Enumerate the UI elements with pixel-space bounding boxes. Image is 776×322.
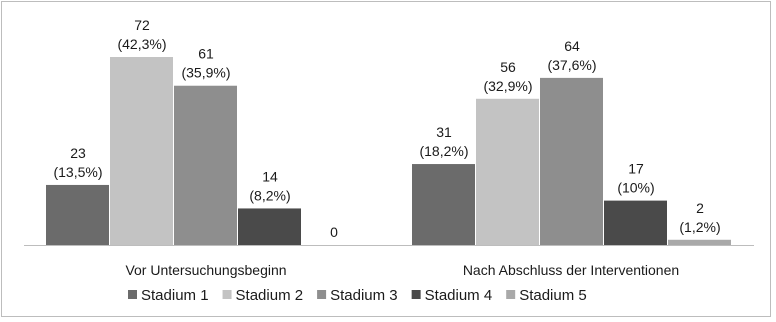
legend-label-4: Stadium 4 — [425, 287, 493, 304]
legend-item-2: Stadium 2 — [222, 287, 304, 304]
data-label-3-1: 61 (35,9%) — [181, 46, 230, 81]
legend-item-3: Stadium 3 — [317, 287, 398, 304]
data-label-2-2: 56 (32,9%) — [483, 59, 532, 94]
data-label-5-2: 2 (1,2%) — [679, 200, 720, 235]
legend-label-2: Stadium 2 — [236, 287, 304, 304]
bar-4-1 — [238, 208, 301, 245]
bar-3-1 — [174, 85, 237, 245]
data-label-1-2: 31 (18,2%) — [419, 124, 468, 159]
bar-2-2 — [476, 98, 539, 246]
data-label-1-1: 23 (13,5%) — [53, 145, 102, 180]
bars-layer — [46, 57, 731, 246]
legend-item-1: Stadium 1 — [128, 287, 209, 304]
legend-swatch-1 — [128, 290, 137, 299]
legend-swatch-2 — [222, 290, 232, 299]
legend-label-3: Stadium 3 — [330, 287, 398, 304]
legend-swatch-4 — [411, 290, 421, 299]
data-label-3-2: 64 (37,6%) — [547, 38, 596, 73]
data-label-4-1: 14 (8,2%) — [249, 168, 290, 203]
bar-1-1 — [46, 184, 109, 245]
chart-container: 23 (13,5%) 72 (42,3%) 61 (35,9%) 14 (8,2%) 0 31 (1… — [1, 1, 771, 317]
data-label-2-1: 72 (42,3%) — [117, 17, 166, 52]
legend: Stadium 1 Stadium 2 Stadium 3 Stadium 4 Stad… — [128, 287, 587, 304]
bar-3-2 — [540, 77, 603, 245]
bar-4-2 — [604, 200, 667, 245]
legend-item-5: Stadium 5 — [506, 287, 587, 304]
bar-2-1 — [110, 57, 173, 245]
bar-1-2 — [412, 164, 475, 245]
data-labels-layer: 23 (13,5%) 72 (42,3%) 61 (35,9%) 14 (8,2%) 0 31 (1… — [53, 17, 720, 240]
legend-item-4: Stadium 4 — [411, 287, 493, 304]
data-label-5-1: 0 — [330, 224, 338, 240]
bar-5-2 — [668, 239, 731, 245]
category-labels-layer: Vor Untersuchungsbeginn Nach Abschluss de… — [125, 262, 679, 278]
legend-label-5: Stadium 5 — [519, 287, 587, 304]
legend-label-1: Stadium 1 — [141, 287, 209, 304]
bar-chart: 23 (13,5%) 72 (42,3%) 61 (35,9%) 14 (8,2%) 0 31 (1… — [24, 17, 754, 304]
category-label-2: Nach Abschluss der Interventionen — [463, 262, 679, 278]
data-label-4-2: 17 (10%) — [617, 161, 654, 196]
legend-swatch-5 — [506, 290, 516, 299]
category-label-1: Vor Untersuchungsbeginn — [125, 262, 286, 278]
legend-swatch-3 — [317, 290, 327, 299]
